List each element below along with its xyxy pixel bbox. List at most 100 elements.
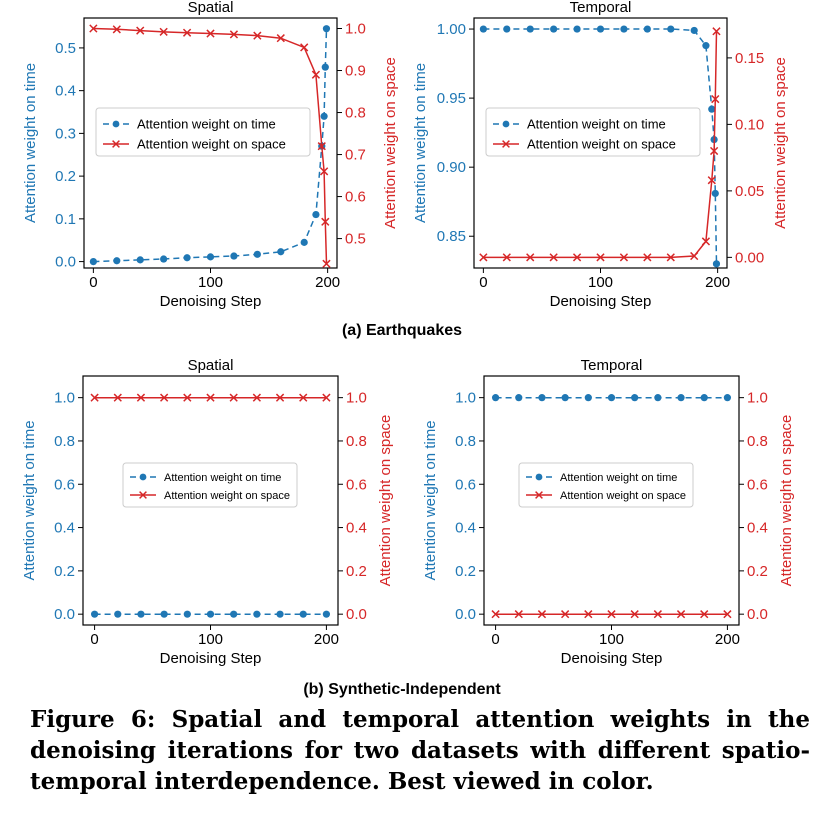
y-right-tick-label: 0.6 [747, 476, 768, 493]
data-point-space [537, 610, 547, 619]
data-point-space [182, 28, 192, 37]
data-point-space [711, 94, 720, 104]
y-right-tick-label: 0.05 [735, 183, 764, 200]
data-point-time [114, 610, 122, 618]
y-left-tick-label: 0.2 [55, 168, 76, 185]
data-point-space [112, 25, 121, 34]
data-point-space [630, 610, 639, 619]
x-tick-label: 0 [479, 274, 487, 291]
y-left-tick-label: 0.2 [54, 563, 75, 580]
data-point-space [690, 251, 699, 261]
y-right-tick-label: 0.7 [345, 147, 366, 164]
data-point-time [137, 610, 145, 618]
data-point-time [607, 394, 616, 402]
y-left-axis-label: Attention weight on time [21, 420, 38, 580]
data-point-time [700, 394, 708, 402]
chart-title: Temporal [581, 357, 643, 374]
x-tick-label: 100 [198, 274, 223, 291]
legend-marker-space [535, 491, 543, 499]
y-left-tick-label: 0.4 [455, 520, 476, 537]
x-tick-label: 200 [705, 274, 730, 291]
x-axis-label: Denoising Step [160, 293, 262, 310]
data-point-time [321, 63, 329, 71]
y-left-tick-label: 0.0 [54, 606, 75, 623]
data-point-space [206, 29, 215, 38]
data-point-space [607, 610, 616, 619]
y-left-tick-label: 0.6 [455, 476, 476, 493]
data-point-time [550, 25, 558, 33]
y-left-tick-label: 0.6 [54, 476, 75, 493]
y-right-tick-label: 0.8 [747, 433, 768, 450]
data-point-space [549, 253, 558, 262]
y-left-tick-label: 0.4 [55, 83, 76, 100]
y-right-tick-label: 0.0 [346, 606, 367, 623]
data-point-space [229, 30, 239, 39]
data-point-space [113, 393, 122, 402]
chart-synthetic-temporal: Temporal 0 100 200 Denoising Step 0.0 0.2 0.4 0.… [422, 357, 795, 667]
data-point-time [89, 257, 97, 266]
chart-earthquakes-temporal: Temporal 0 100 200 Denoising Step 0.85 0.90 0.9… [412, 0, 789, 310]
data-point-space [572, 253, 582, 262]
y-left-tick-label: 0.0 [55, 254, 76, 271]
x-axis-label: Denoising Step [550, 293, 652, 310]
y-right-tick-label: 0.2 [747, 563, 768, 580]
legend-box [518, 462, 694, 508]
data-point-time [277, 248, 285, 256]
y-right-tick-label: 0.2 [346, 563, 367, 580]
data-point-time [708, 105, 716, 113]
data-point-time [584, 394, 592, 402]
y-left-tick-label: 0.5 [55, 40, 76, 57]
y-right-tick-label: 1.0 [345, 21, 366, 38]
legend-box [95, 107, 311, 157]
data-point-space [514, 610, 523, 619]
data-point-time [276, 610, 284, 618]
data-point-space [676, 610, 686, 619]
data-point-time [206, 610, 215, 618]
data-point-space [712, 27, 721, 36]
data-point-space [584, 610, 593, 619]
y-right-tick-label: 0.9 [345, 63, 366, 80]
x-tick-label: 0 [89, 274, 97, 291]
data-point-time [690, 26, 698, 35]
data-point-space [90, 393, 99, 402]
data-point-space [479, 253, 488, 262]
x-tick-label: 200 [314, 631, 339, 648]
legend-marker-space [502, 140, 510, 148]
legend-entry-label: Attention weight on time [527, 117, 666, 132]
y-right-tick-label: 0.4 [346, 520, 367, 537]
chart-title: Spatial [188, 357, 234, 374]
legend-box [485, 107, 701, 157]
y-left-tick-label: 0.8 [54, 433, 75, 450]
chart-earthquakes-spatial: Spatial 0 100 200 Denoising Step 0.0 0.1 0.2 0.3… [22, 0, 399, 310]
x-tick-label: 100 [599, 631, 624, 648]
legend-marker-time [502, 120, 510, 128]
y-left-tick-label: 0.2 [455, 563, 476, 580]
data-point-time [573, 25, 581, 33]
data-point-space [322, 393, 331, 402]
data-point-time [322, 25, 331, 33]
data-point-time [230, 252, 238, 260]
data-point-space [700, 610, 709, 619]
data-point-time [667, 25, 675, 33]
legend-marker-time [139, 473, 147, 481]
data-point-time [253, 250, 261, 258]
data-point-space [317, 142, 326, 151]
x-tick-label: 100 [198, 631, 223, 648]
data-point-space [136, 26, 145, 35]
y-left-tick-label: 0.8 [455, 433, 476, 450]
y-right-axis-label: Attention weight on space [772, 57, 789, 229]
data-point-time [620, 25, 628, 33]
legend-marker-space [139, 491, 147, 499]
legend-marker-space [112, 140, 120, 148]
data-point-time [677, 394, 685, 402]
data-point-space [275, 393, 285, 402]
y-left-axis-label: Attention weight on time [422, 420, 439, 580]
data-point-space [299, 393, 308, 402]
data-point-time [160, 610, 168, 618]
data-point-time [322, 610, 331, 618]
legend-box [122, 462, 298, 508]
data-point-time [643, 25, 651, 33]
data-point-space [160, 393, 169, 402]
data-point-time [320, 112, 328, 120]
y-right-tick-label: 0.8 [346, 433, 367, 450]
